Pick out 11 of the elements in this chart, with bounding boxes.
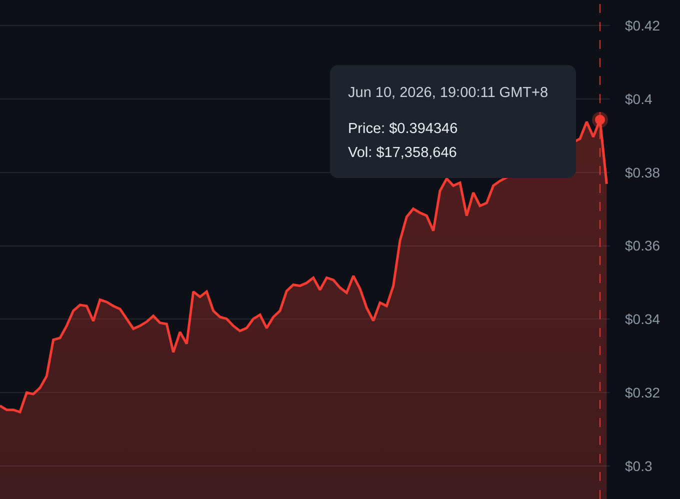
y-tick-label: $0.3 <box>625 458 652 474</box>
annotation: Price: $0.394346 <box>348 120 459 139</box>
annotation: Jun 10, 2026, 19:00:11 GMT+8 <box>348 84 550 103</box>
y-tick-label: $0.36 <box>625 238 660 254</box>
y-tick-label: $0.4 <box>625 90 652 107</box>
y-tick-label: $0.34 <box>625 311 660 328</box>
y-tick-label: $0.42 <box>625 18 660 34</box>
y-tick-label: $0.32 <box>625 384 660 400</box>
annotation: Vol: $17,358,646 <box>348 144 458 163</box>
y-tick-label: $0.38 <box>625 164 660 180</box>
tooltip-panel: Jun 10, 2026, 19:00:11 GMT+8 Price: $0.394346 Vol: $17,358,646 <box>330 65 576 178</box>
